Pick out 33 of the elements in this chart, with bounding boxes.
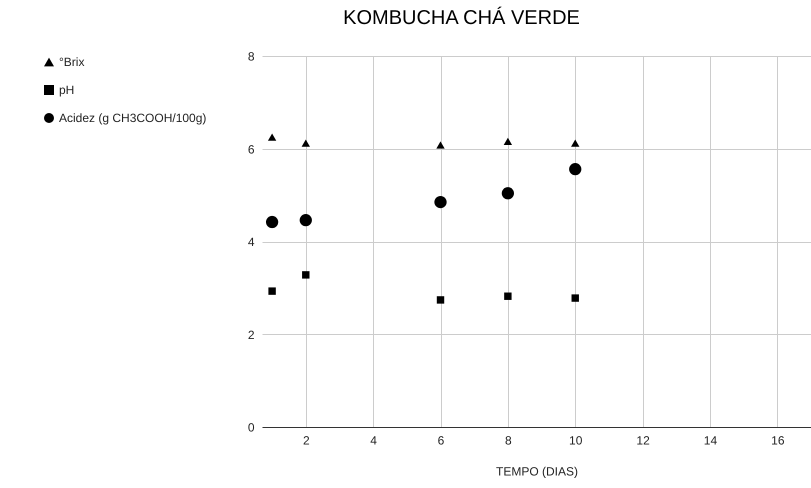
point — [569, 163, 582, 176]
point — [436, 141, 445, 149]
point — [302, 140, 310, 147]
x-tick-label: 16 — [771, 434, 785, 448]
y-tick-label: 4 — [248, 235, 255, 249]
point — [504, 138, 512, 145]
x-tick-label: 14 — [704, 434, 718, 448]
x-axis-title: TEMPO (DIAS) — [496, 464, 578, 478]
x-tick-label: 10 — [569, 434, 583, 448]
chart-title: KOMBUCHA CHÁ VERDE — [343, 6, 580, 29]
point — [266, 216, 278, 228]
x-tick-label: 4 — [370, 434, 378, 448]
point — [300, 214, 312, 226]
x-tick-label: 8 — [505, 434, 512, 448]
point — [436, 296, 444, 304]
point — [268, 287, 276, 295]
point — [504, 292, 512, 300]
y-tick-label: 6 — [248, 142, 255, 156]
y-tick-label: 2 — [248, 328, 255, 342]
x-tick-label: 6 — [438, 434, 445, 448]
point — [571, 140, 580, 147]
point — [572, 294, 579, 302]
point — [268, 134, 276, 141]
legend-label: °Brix — [59, 55, 84, 69]
legend-label: Acidez (g CH3COOH/100g) — [59, 111, 206, 125]
x-tick-label: 2 — [302, 434, 310, 448]
point — [434, 196, 447, 208]
legend-label: pH — [59, 83, 74, 97]
y-tick-label: 0 — [248, 420, 255, 434]
x-tick-label: 12 — [636, 434, 650, 448]
y-tick-label: 8 — [248, 50, 255, 64]
point — [502, 187, 514, 200]
point — [302, 271, 310, 279]
